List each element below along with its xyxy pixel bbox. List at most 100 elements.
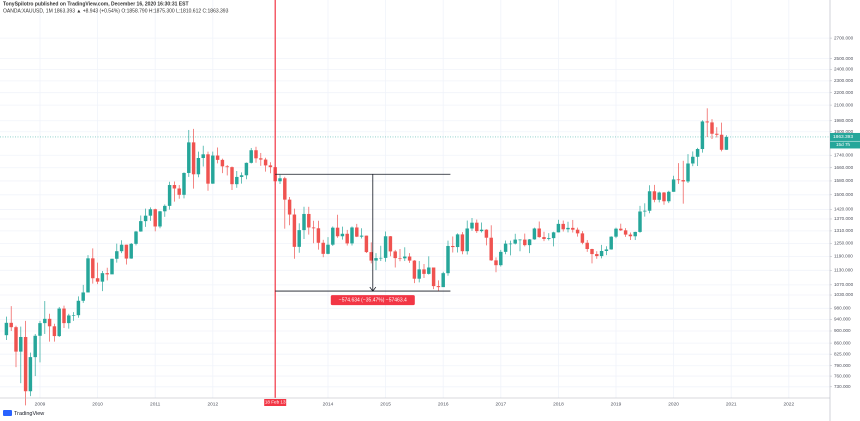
candle-body (239, 175, 244, 177)
candle-body (95, 278, 100, 282)
candle-body (71, 315, 76, 316)
candle-body (724, 137, 729, 150)
y-tick-label: 2300.000 (834, 78, 854, 83)
candle-body (667, 191, 671, 202)
candle-body (647, 191, 652, 211)
candle-body (187, 142, 191, 173)
candle-body (143, 215, 148, 222)
symbol-line: OANDA:XAUUSD, 1M 1863.393 ▲ +8.943 (+0.5… (3, 8, 229, 14)
y-tick-label: 1580.000 (834, 178, 854, 183)
candle-body (455, 234, 460, 248)
candle-body (100, 273, 105, 282)
candle-body (331, 227, 335, 245)
candle-body (230, 167, 234, 185)
candle-body (508, 243, 513, 245)
candle-body (513, 239, 517, 244)
candle-body (518, 239, 522, 241)
candle-body (542, 237, 546, 239)
candle-body (283, 178, 287, 200)
candle-body (710, 122, 714, 134)
candle-body (681, 180, 685, 182)
candle-body (676, 179, 681, 181)
candle-body (220, 159, 225, 167)
candle-body (695, 149, 700, 157)
y-tick-label: 1980.000 (834, 118, 854, 123)
logo: TradingView (3, 410, 44, 417)
candle-body (268, 165, 273, 168)
annotations: 18 Feb 13 −574.634 (−35.47%) −57463.4 (0, 0, 830, 406)
candle-body (599, 250, 604, 257)
candle-body (292, 214, 297, 247)
candle-body (484, 229, 489, 238)
candle-body (719, 134, 724, 150)
candle-body (215, 155, 220, 160)
candle-body (201, 154, 205, 159)
candle-body (571, 227, 575, 230)
candle-body (287, 199, 292, 215)
candle-body (441, 273, 445, 288)
candle-body (163, 205, 167, 212)
candle-body (43, 318, 47, 324)
candle-body (364, 235, 369, 253)
candle-body (652, 191, 657, 200)
candle-body (359, 235, 364, 237)
x-tick-label: 2015 (380, 401, 391, 407)
date-marker-tag (264, 399, 287, 406)
x-tick-label: 2011 (150, 401, 161, 407)
x-tick-label: 2019 (611, 401, 622, 407)
candle-body (431, 267, 436, 287)
candle-body (167, 185, 172, 206)
grid (0, 0, 830, 398)
candle-body (196, 158, 201, 175)
candle-body (604, 249, 609, 251)
candle-body (355, 227, 359, 237)
candle-body (585, 242, 589, 250)
candle-body (76, 300, 81, 316)
x-tick-label: 2012 (207, 401, 218, 407)
candle-body (499, 251, 503, 266)
y-tick-label: 825.000 (834, 351, 851, 356)
candle-body (566, 227, 570, 230)
candle-body (633, 231, 637, 237)
candle-body (527, 239, 532, 246)
y-tick-label: 730.000 (834, 384, 851, 389)
candle-body (211, 155, 215, 184)
candle-body (259, 158, 263, 160)
date-marker-label: 18 Feb 13 (265, 400, 286, 405)
candle-body (700, 121, 705, 150)
candle-body (86, 258, 90, 293)
candle-body (465, 228, 469, 252)
candle-body (407, 256, 412, 261)
candle-body (206, 154, 210, 184)
candle-body (249, 150, 253, 163)
author-line: TonySpilotro published on TradingView.co… (3, 1, 189, 7)
candle-body (28, 357, 33, 392)
y-tick-label: 2400.000 (834, 67, 854, 72)
candle-body (417, 269, 421, 279)
candle-body (119, 244, 124, 252)
candle-body (575, 229, 580, 234)
last-price-label: 1863.393 (833, 134, 853, 140)
measure-label-box (330, 295, 415, 306)
candle-body (561, 223, 565, 230)
candle-body (139, 221, 143, 232)
candle-body (614, 228, 618, 237)
candle-body (623, 230, 628, 235)
x-tick-label: 2022 (783, 401, 794, 407)
candle-body (460, 234, 465, 252)
y-tick-label: 1310.000 (834, 228, 854, 233)
axes: 2700.000 2500.000 2400.000 2300.000 2200.000… (35, 35, 860, 407)
candle-body (383, 236, 388, 258)
candle-body (479, 229, 484, 232)
candle-body (556, 223, 561, 233)
candle-body (81, 292, 85, 301)
y-tick-label: 1070.000 (834, 282, 854, 287)
candle-body (105, 273, 109, 275)
candle-body (686, 163, 690, 182)
y-tick-label: 1420.000 (834, 207, 854, 212)
y-tick-label: 1900.000 (834, 129, 854, 134)
y-tick-label: 1130.000 (834, 268, 853, 273)
candle-body (134, 231, 138, 244)
candle-body (662, 192, 666, 202)
candle-body (638, 211, 642, 232)
